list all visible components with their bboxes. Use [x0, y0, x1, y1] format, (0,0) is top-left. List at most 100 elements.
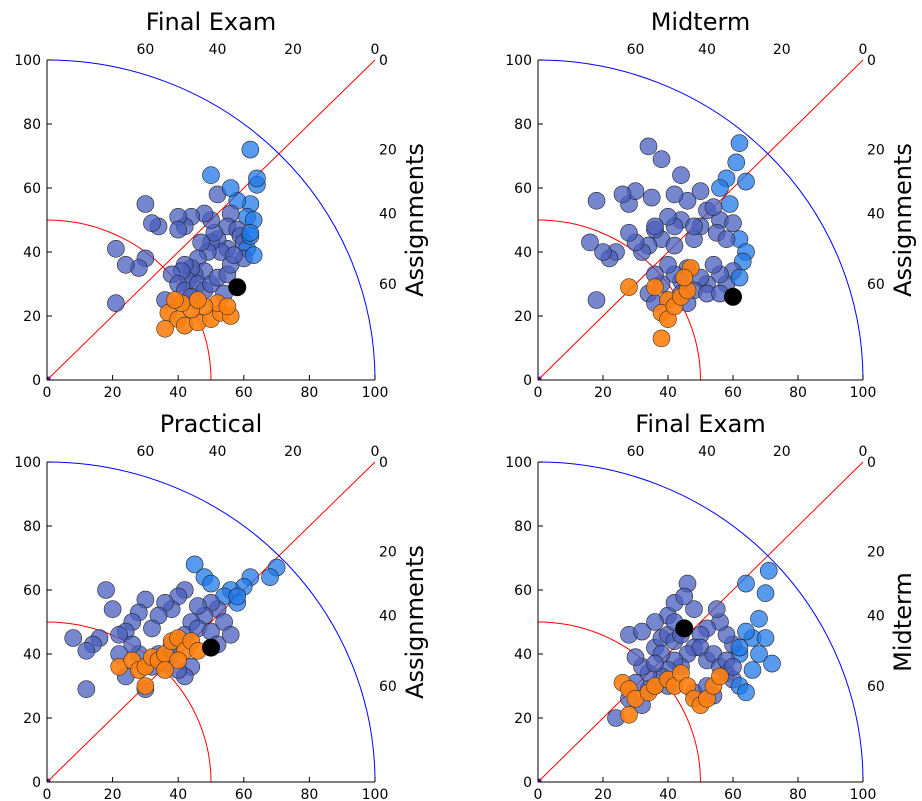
x-tick-label: 60 — [724, 787, 742, 801]
data-point-blue — [659, 255, 677, 274]
y-tick-label: 100 — [14, 455, 41, 471]
data-point-blue — [756, 584, 775, 603]
data-point-blue — [743, 661, 762, 679]
data-point-blue — [646, 654, 664, 673]
y-tick-label: 40 — [514, 647, 532, 663]
panel-midterm-vs-assignments: Midterm Assignments 0 20 40 60 80 100 0 20 40 60 8… — [505, 8, 917, 401]
data-point-blue — [711, 179, 729, 197]
data-point-blue — [136, 195, 155, 213]
outer-arc — [537, 59, 864, 381]
data-point-blue — [646, 217, 664, 236]
top-tick-label: 40 — [698, 444, 716, 460]
data-point-blue — [103, 600, 122, 619]
data-point-blue — [192, 233, 210, 252]
data-point-blue — [730, 134, 749, 152]
x-tick-label: 40 — [659, 385, 677, 401]
data-point-blue — [652, 150, 671, 168]
right-tick-label: 0 — [867, 53, 876, 69]
data-point-blue — [675, 587, 694, 606]
inner-arc — [46, 219, 212, 381]
x-tick-label: 20 — [594, 787, 612, 801]
x-tick-label: 100 — [362, 385, 389, 401]
right-tick-label: 0 — [379, 455, 388, 471]
x-tick-label: 0 — [534, 385, 543, 401]
data-point-blue — [620, 224, 638, 242]
top-tick-label: 0 — [371, 444, 380, 460]
y-tick-label: 100 — [505, 455, 532, 471]
data-point-orange — [136, 677, 155, 695]
data-point-blue — [685, 600, 703, 619]
y-tick-label: 60 — [514, 583, 532, 599]
data-point-blue — [221, 179, 240, 197]
data-point-blue — [107, 240, 125, 258]
highlight-point — [228, 278, 247, 297]
y-tick-label: 60 — [514, 181, 532, 197]
top-tick-label: 0 — [371, 42, 380, 58]
right-tick-label: 40 — [867, 207, 885, 223]
y-tick-label: 60 — [23, 583, 41, 599]
panel-final-exam-vs-midterm: Final Exam Midterm 0 20 40 60 80 100 0 20 40 60 80… — [505, 410, 917, 801]
panel-practical-vs-assignments: Practical Assignments 0 20 40 60 80 100 0 20 40 6… — [14, 410, 429, 801]
panel-title: Practical — [160, 410, 262, 438]
data-point-blue — [750, 645, 768, 663]
data-point-blue — [750, 609, 768, 628]
right-tick-label: 60 — [379, 679, 397, 695]
y-tick-label: 40 — [23, 647, 41, 663]
data-point-blue — [639, 137, 658, 156]
right-axis-label: Midterm — [889, 572, 917, 672]
diagonal-line — [46, 461, 376, 783]
data-point-blue — [737, 574, 755, 593]
data-point-blue — [727, 153, 746, 172]
data-point-blue — [241, 224, 260, 242]
x-tick-label: 0 — [534, 787, 543, 801]
data-point-blue — [185, 555, 204, 574]
right-tick-label: 40 — [867, 609, 885, 625]
data-point-blue — [724, 657, 742, 676]
data-point-blue — [228, 587, 247, 606]
data-point-orange — [218, 297, 237, 316]
data-point-orange — [169, 651, 187, 670]
top-tick-label: 20 — [773, 444, 791, 460]
top-tick-label: 20 — [773, 42, 791, 58]
scatter-points — [107, 140, 266, 338]
data-point-orange — [189, 291, 207, 309]
y-tick-label: 40 — [514, 245, 532, 261]
data-point-orange — [620, 705, 638, 724]
data-point-blue — [720, 195, 739, 213]
x-tick-label: 60 — [235, 787, 253, 801]
top-tick-label: 60 — [136, 444, 154, 460]
y-tick-label: 20 — [514, 711, 532, 727]
x-tick-label: 80 — [789, 787, 807, 801]
data-point-blue — [77, 641, 96, 660]
right-tick-label: 40 — [379, 207, 397, 223]
outer-arc — [46, 461, 376, 783]
data-point-blue — [756, 629, 775, 647]
data-point-blue — [646, 613, 664, 631]
y-tick-label: 0 — [523, 775, 532, 791]
right-tick-label: 40 — [379, 609, 397, 625]
data-point-orange — [166, 291, 184, 309]
data-point-blue — [110, 625, 128, 644]
highlight-point — [202, 638, 220, 657]
x-tick-label: 80 — [789, 385, 807, 401]
data-point-blue — [221, 625, 240, 644]
right-tick-label: 20 — [867, 143, 885, 159]
x-tick-label: 40 — [659, 787, 677, 801]
data-point-blue — [737, 172, 755, 191]
x-tick-label: 100 — [850, 787, 877, 801]
data-point-blue — [704, 198, 723, 216]
data-point-blue — [759, 561, 778, 580]
outer-arc — [537, 461, 864, 783]
scatter-points — [64, 555, 286, 699]
right-tick-label: 20 — [379, 545, 397, 561]
data-point-blue — [581, 233, 599, 252]
data-point-orange — [156, 661, 174, 679]
y-tick-label: 20 — [23, 711, 41, 727]
data-point-blue — [737, 683, 755, 702]
data-point-blue — [613, 185, 632, 204]
right-axis-label: Assignments — [401, 143, 429, 297]
data-point-blue — [107, 294, 125, 313]
y-tick-label: 80 — [23, 519, 41, 535]
data-point-blue — [587, 291, 606, 309]
x-tick-label: 0 — [43, 385, 52, 401]
